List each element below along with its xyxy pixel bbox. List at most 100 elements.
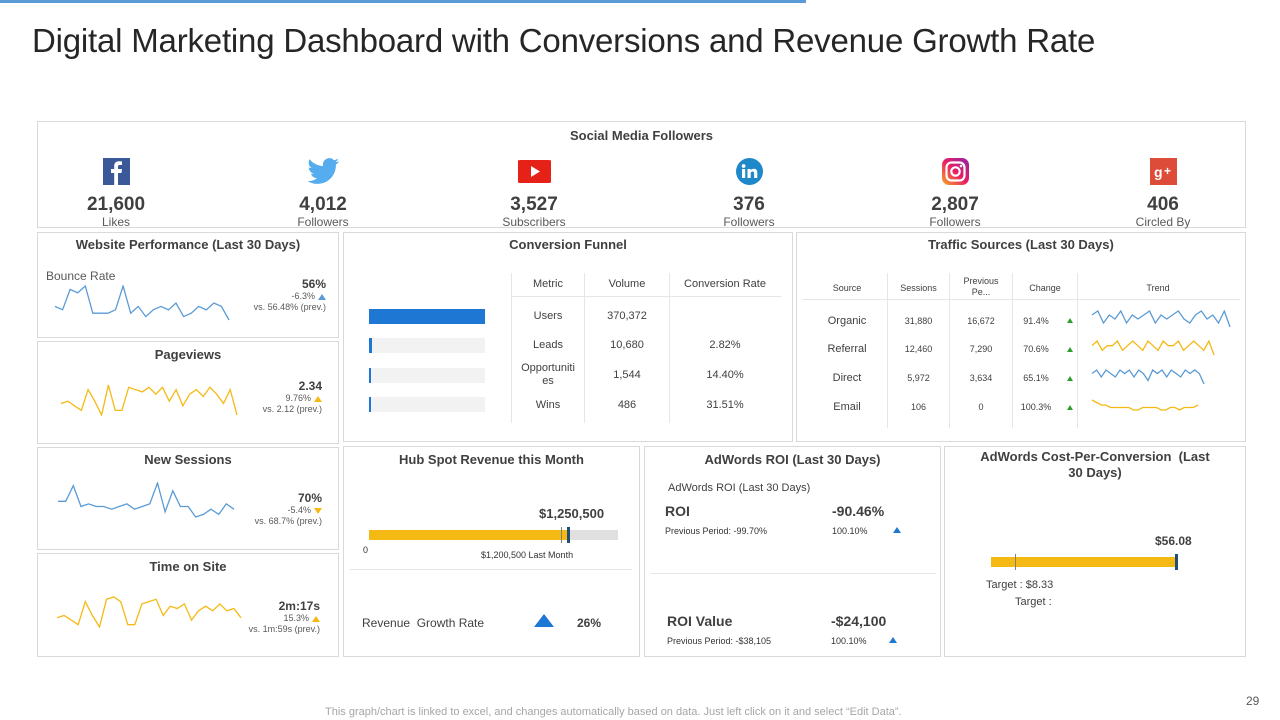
traffic-divider (887, 273, 888, 428)
sparkline-path (1091, 369, 1205, 385)
roi-pct: 100.10% (832, 526, 868, 536)
sparkline-path (1091, 340, 1215, 356)
bounce-rate-kpi: 56% -6.3% vs. 56.48% (prev.) (254, 277, 326, 313)
funnel-rate-wins: 31.51% (706, 399, 744, 411)
traffic-sessions: 31,880 (904, 316, 933, 326)
traffic-change: 65.1% (1023, 373, 1049, 383)
traffic-source: Organic (827, 315, 867, 327)
facebook-value: 21,600 (86, 194, 146, 215)
adwords-cpc-title: AdWords Cost-Per-Conversion (Last 30 Day… (980, 449, 1214, 480)
traffic-divider (1012, 273, 1013, 428)
roi-value-prev: Previous Period: -$38,105 (667, 636, 772, 646)
traffic-divider (949, 273, 950, 428)
page-number: 29 (1246, 694, 1260, 708)
top-accent-bar (0, 0, 806, 3)
funnel-metric-opportunities: Opportuniti es (521, 362, 575, 387)
time-on-site-prev: vs. 1m:59s (prev.) (248, 624, 320, 634)
funnel-volume-opportunities: 1,544 (613, 369, 641, 381)
social-twitter: 4,012 Followers (253, 158, 393, 229)
roi-label: ROI (665, 503, 690, 519)
funnel-bar-track (369, 368, 485, 383)
traffic-sessions: 5,972 (907, 373, 930, 383)
traffic-header-source: Source (832, 283, 862, 293)
cpc-current-marker (1175, 554, 1178, 570)
sparkline-path (56, 596, 242, 628)
traffic-trend-sparkline (1091, 399, 1199, 411)
cpc-target-label-secondary: Target : (1015, 596, 1052, 608)
sparkline-path (60, 384, 238, 416)
traffic-header-rule (802, 299, 1240, 300)
footer-note: This graph/chart is linked to excel, and… (325, 706, 902, 718)
funnel-divider (584, 273, 585, 423)
twitter-value: 4,012 (299, 194, 347, 215)
traffic-header-trend: Trend (1146, 283, 1170, 293)
funnel-header-rate: Conversion Rate (684, 278, 766, 290)
facebook-icon (102, 158, 130, 185)
adwords-roi-title: AdWords ROI (Last 30 Days) (704, 452, 881, 467)
traffic-sessions: 12,460 (904, 344, 933, 354)
traffic-sources-title: Traffic Sources (Last 30 Days) (928, 237, 1114, 252)
traffic-source: Direct (832, 372, 862, 384)
sparkline-path (58, 482, 235, 518)
traffic-change: 70.6% (1023, 344, 1049, 354)
social-media-title: Social Media Followers (569, 128, 714, 143)
conversion-funnel-title: Conversion Funnel (509, 237, 627, 252)
google-plus-icon: g + (1149, 158, 1177, 185)
traffic-previous: 7,290 (969, 344, 993, 354)
traffic-change: 100.3% (1020, 402, 1052, 412)
bounce-rate-value: 56% (301, 277, 326, 291)
bounce-rate-change: -6.3% (254, 291, 326, 302)
social-google-plus: g + 406 Circled By (1093, 158, 1233, 229)
adwords-roi-subtitle: AdWords ROI (Last 30 Days) (668, 482, 811, 494)
traffic-trend-sparkline (1091, 310, 1231, 328)
traffic-header-previous: Previous Pe... (963, 276, 999, 297)
funnel-rate-leads: 2.82% (709, 339, 741, 351)
trend-up-icon (1067, 318, 1073, 323)
funnel-bar-opportunities (369, 368, 371, 383)
time-on-site-kpi: 2m:17s 15.3% vs. 1m:59s (prev.) (249, 599, 320, 635)
traffic-sources-panel: Traffic Sources (Last 30 Days) Source Se… (796, 232, 1246, 442)
cpc-target-label: Target : $8.33 (986, 579, 1054, 591)
traffic-trend-sparkline (1091, 340, 1215, 356)
bounce-rate-sparkline (54, 285, 230, 321)
bounce-rate-label: Bounce Rate (46, 269, 116, 283)
cpc-value: $56.08 (1155, 534, 1192, 548)
new-sessions-value: 70% (297, 491, 322, 505)
revenue-growth-label: Revenue Growth Rate (362, 616, 485, 630)
funnel-header-volume: Volume (608, 278, 646, 290)
hubspot-divider (350, 569, 632, 570)
funnel-divider (511, 273, 512, 423)
social-instagram: 2,807 Followers (885, 158, 1025, 229)
new-sessions-panel: New Sessions 70% -5.4% vs. 68.7% (prev.) (37, 447, 339, 550)
page-title: Digital Marketing Dashboard with Convers… (32, 22, 1096, 59)
social-facebook: 21,600 Likes (46, 158, 186, 229)
traffic-sessions: 106 (910, 402, 927, 412)
youtube-value: 3,527 (510, 194, 558, 215)
trend-up-icon (1067, 405, 1073, 410)
pageviews-value: 2.34 (298, 379, 322, 393)
social-linkedin: 376 Followers (679, 158, 819, 229)
svg-text:g: g (1154, 164, 1163, 180)
twitter-icon (306, 158, 339, 184)
instagram-icon (941, 158, 969, 185)
pageviews-sparkline (60, 384, 238, 416)
pageviews-title: Pageviews (154, 347, 222, 362)
adwords-cpc-panel: AdWords Cost-Per-Conversion (Last 30 Day… (944, 446, 1246, 657)
hubspot-last-month-label: $1,200,500 Last Month (481, 550, 574, 560)
google-plus-label: Circled By (1135, 215, 1191, 229)
hubspot-revenue-panel: Hub Spot Revenue this Month $1,250,500 0… (343, 446, 640, 657)
roi-value-pct: 100.10% (831, 636, 867, 646)
new-sessions-change: -5.4% (255, 505, 322, 516)
sparkline-path (1091, 310, 1231, 328)
funnel-bar-track (369, 397, 485, 412)
funnel-bar-leads (369, 338, 372, 353)
hubspot-bar-fill (369, 530, 568, 540)
bounce-rate-change-text: -6.3% (291, 291, 315, 301)
conversion-funnel-panel: Conversion Funnel Metric Volume Conversi… (343, 232, 793, 442)
trend-up-icon (1067, 376, 1073, 381)
website-performance-panel: Website Performance (Last 30 Days) Bounc… (37, 232, 339, 338)
new-sessions-change-text: -5.4% (287, 505, 311, 515)
svg-text:+: + (1164, 164, 1171, 178)
pageviews-kpi: 2.34 9.76% vs. 2.12 (prev.) (263, 379, 322, 415)
time-on-site-value: 2m:17s (278, 599, 320, 613)
